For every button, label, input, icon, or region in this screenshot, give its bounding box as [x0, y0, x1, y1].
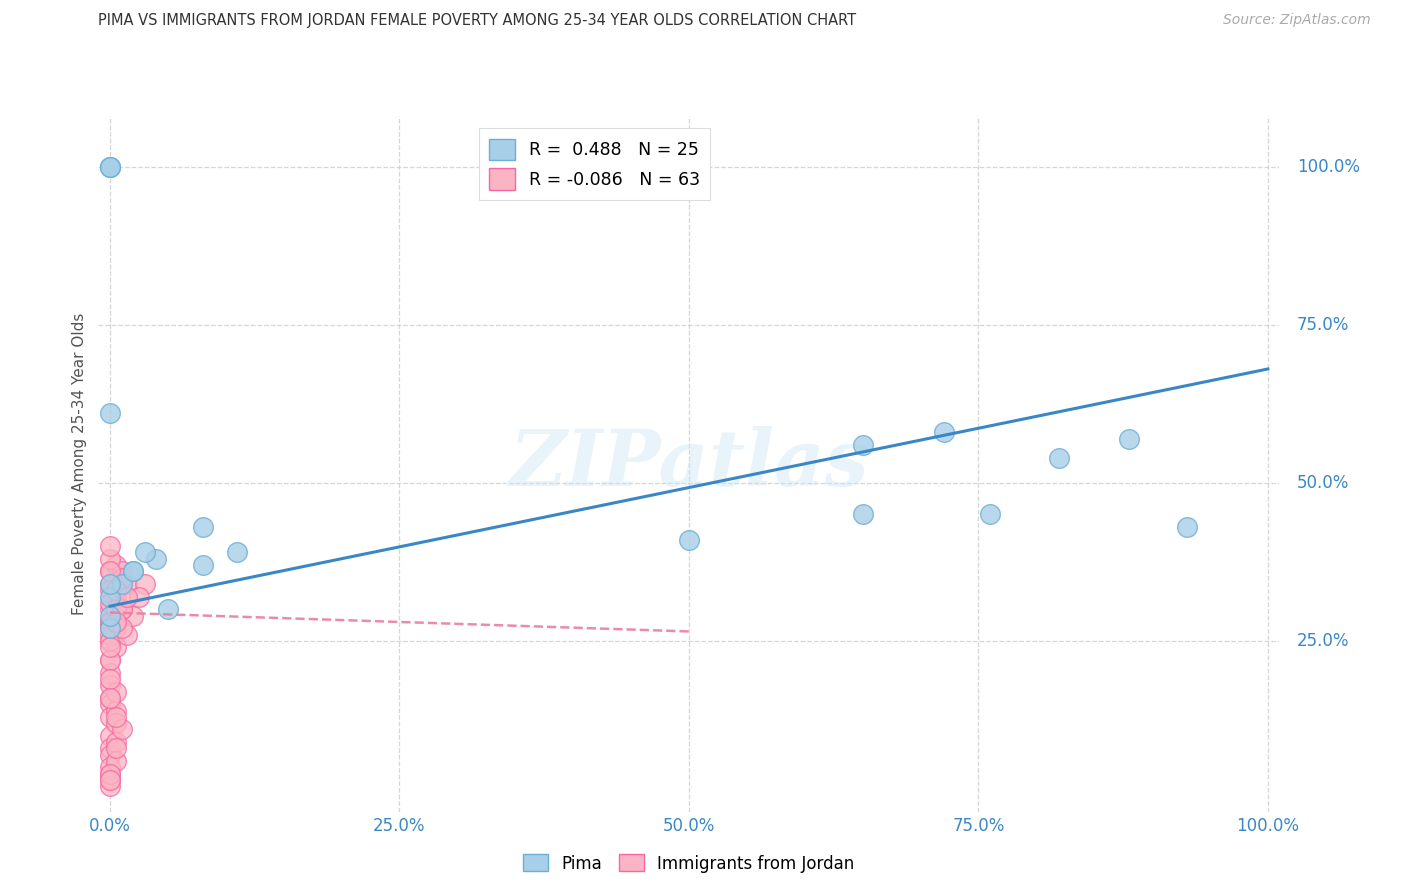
Point — [98, 640, 121, 655]
Point — [145, 551, 167, 566]
Point — [98, 678, 121, 692]
Point — [122, 565, 145, 579]
Point — [98, 653, 121, 667]
Point — [134, 577, 156, 591]
Point — [117, 590, 139, 604]
Point — [98, 766, 121, 780]
Text: 50.0%: 50.0% — [1296, 474, 1350, 491]
Point — [134, 545, 156, 559]
Point — [98, 406, 121, 420]
Point — [678, 533, 700, 547]
Point — [104, 583, 127, 598]
Point — [1049, 450, 1071, 465]
Point — [98, 596, 121, 610]
Point — [852, 508, 875, 522]
Point — [98, 590, 121, 604]
Point — [98, 615, 121, 629]
Point — [98, 621, 121, 635]
Point — [104, 615, 127, 629]
Point — [128, 590, 150, 604]
Point — [98, 160, 121, 174]
Point — [98, 773, 121, 788]
Point — [122, 608, 145, 623]
Point — [104, 608, 127, 623]
Point — [104, 754, 127, 768]
Point — [98, 577, 121, 591]
Point — [98, 773, 121, 788]
Point — [98, 627, 121, 641]
Text: ZIPatlas: ZIPatlas — [509, 425, 869, 502]
Point — [98, 665, 121, 680]
Point — [98, 608, 121, 623]
Point — [191, 520, 214, 534]
Text: 75.0%: 75.0% — [1296, 316, 1350, 334]
Point — [98, 653, 121, 667]
Point — [98, 615, 121, 629]
Point — [110, 602, 132, 616]
Point — [191, 558, 214, 572]
Point — [226, 545, 249, 559]
Point — [104, 710, 127, 724]
Point — [104, 583, 127, 598]
Point — [117, 627, 139, 641]
Point — [98, 690, 121, 705]
Point — [104, 558, 127, 572]
Point — [104, 741, 127, 756]
Point — [117, 577, 139, 591]
Point — [110, 723, 132, 737]
Point — [98, 766, 121, 780]
Point — [110, 602, 132, 616]
Point — [98, 729, 121, 743]
Point — [104, 640, 127, 655]
Point — [156, 602, 179, 616]
Point — [98, 760, 121, 774]
Text: 25.0%: 25.0% — [1296, 632, 1350, 650]
Point — [110, 571, 132, 585]
Point — [98, 690, 121, 705]
Point — [1175, 520, 1198, 534]
Point — [98, 583, 121, 598]
Text: 100.0%: 100.0% — [1296, 158, 1360, 176]
Legend: R =  0.488   N = 25, R = -0.086   N = 63: R = 0.488 N = 25, R = -0.086 N = 63 — [478, 128, 710, 200]
Point — [98, 539, 121, 553]
Point — [104, 704, 127, 718]
Point — [98, 565, 121, 579]
Point — [104, 602, 127, 616]
Point — [98, 747, 121, 762]
Point — [104, 621, 127, 635]
Point — [110, 577, 132, 591]
Point — [1118, 432, 1140, 446]
Point — [104, 590, 127, 604]
Text: Source: ZipAtlas.com: Source: ZipAtlas.com — [1223, 13, 1371, 28]
Point — [110, 621, 132, 635]
Point — [110, 565, 132, 579]
Point — [98, 710, 121, 724]
Point — [98, 577, 121, 591]
Point — [98, 615, 121, 629]
Point — [98, 621, 121, 635]
Point — [98, 565, 121, 579]
Legend: Pima, Immigrants from Jordan: Pima, Immigrants from Jordan — [516, 847, 862, 880]
Point — [98, 780, 121, 794]
Point — [110, 571, 132, 585]
Point — [104, 735, 127, 749]
Point — [98, 602, 121, 616]
Point — [98, 634, 121, 648]
Point — [98, 634, 121, 648]
Point — [932, 425, 955, 440]
Point — [98, 741, 121, 756]
Point — [98, 697, 121, 711]
Point — [104, 684, 127, 698]
Point — [852, 438, 875, 452]
Point — [98, 160, 121, 174]
Text: PIMA VS IMMIGRANTS FROM JORDAN FEMALE POVERTY AMONG 25-34 YEAR OLDS CORRELATION : PIMA VS IMMIGRANTS FROM JORDAN FEMALE PO… — [98, 13, 856, 29]
Point — [122, 565, 145, 579]
Point — [98, 672, 121, 686]
Point — [104, 716, 127, 731]
Point — [98, 551, 121, 566]
Point — [98, 160, 121, 174]
Point — [979, 508, 1001, 522]
Y-axis label: Female Poverty Among 25-34 Year Olds: Female Poverty Among 25-34 Year Olds — [72, 313, 87, 615]
